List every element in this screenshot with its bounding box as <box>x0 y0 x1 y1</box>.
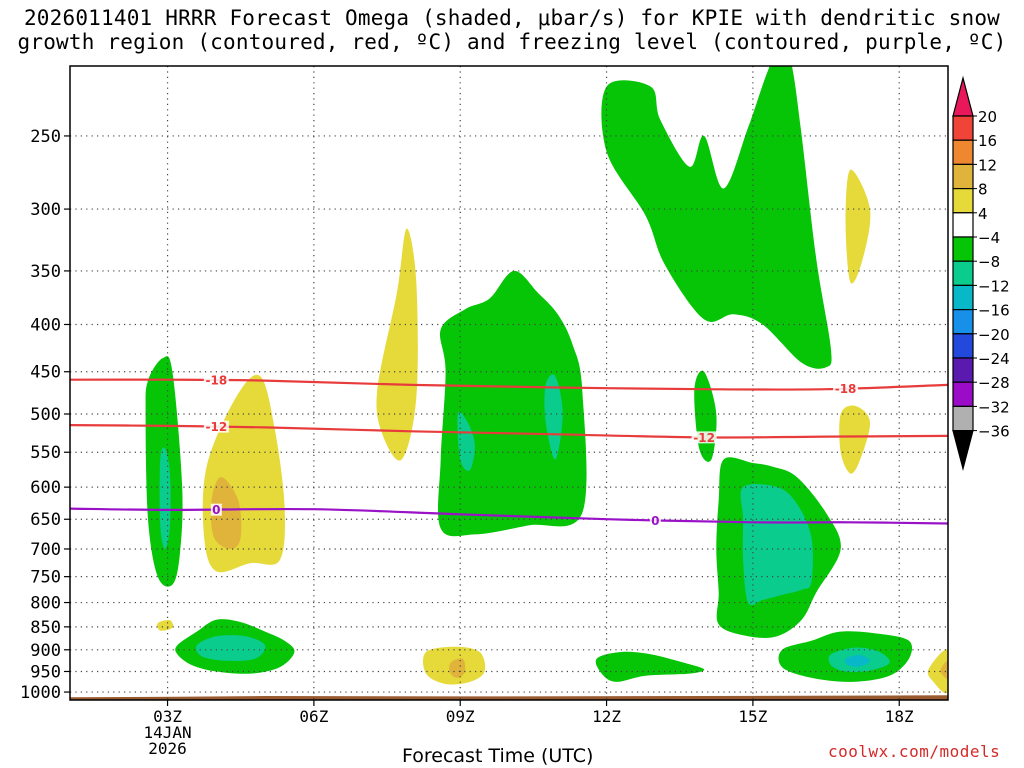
colorbar-label-11: −28 <box>978 374 1010 392</box>
colorbar-segment-2 <box>952 163 974 190</box>
colorbar-label-7: −12 <box>978 277 1010 295</box>
y-tick-label-850: 850 <box>30 618 61 638</box>
colorbar-top-arrow <box>952 75 974 117</box>
y-tick-label-650: 650 <box>30 510 61 530</box>
y-tick-label-300: 300 <box>30 200 61 220</box>
contour-label--18: -18 <box>835 382 857 396</box>
omega-region-2 <box>202 374 285 573</box>
colorbar-label-1: 16 <box>978 132 997 150</box>
colorbar-label-4: 4 <box>978 205 988 223</box>
contour-label-bg-1-1 <box>691 431 717 444</box>
omega-region-10 <box>694 370 717 462</box>
contour-label--18: -18 <box>205 374 227 388</box>
x-tick-label-06Z: 06Z <box>299 707 328 726</box>
contour-label-bg-1-0 <box>203 420 229 433</box>
contour-0 <box>70 507 948 525</box>
omega-region-24 <box>940 660 948 679</box>
source-credit[interactable]: coolwx.com/models <box>828 742 1001 761</box>
plot-clip-group: -18 -18 -12 -12 0 0 <box>70 66 948 700</box>
contour-label--12: -12 <box>205 420 227 434</box>
contour-label-bg-0-1 <box>833 382 859 395</box>
omega-region-13 <box>740 484 813 606</box>
y-tick-label-500: 500 <box>30 405 61 425</box>
y-tick-label-250: 250 <box>30 127 61 147</box>
colorbar: 20 16 12 8 4 −4 −8 −12 −16 −20 −24 −28 −32 −36 <box>952 75 1010 471</box>
colorbar-segment-12 <box>952 405 974 432</box>
omega-region-15 <box>195 635 266 661</box>
y-tick-label-600: 600 <box>30 478 61 498</box>
chart-title-line2: growth region (contoured, red, ºC) and f… <box>17 30 1007 54</box>
contour-label-bg-0-0 <box>203 374 229 387</box>
colorbar-label-0: 20 <box>978 108 997 126</box>
x-tick-label-18Z: 18Z <box>885 707 914 726</box>
x-date-label: 14JAN <box>143 723 191 742</box>
y-tick-label-800: 800 <box>30 594 61 614</box>
colorbar-segment-6 <box>952 260 974 287</box>
colorbar-segment-8 <box>952 309 974 335</box>
omega-region-6 <box>457 411 475 471</box>
y-tick-label-950: 950 <box>30 662 61 682</box>
colorbar-label-10: −24 <box>978 350 1010 368</box>
x-year-label: 2026 <box>148 739 187 758</box>
omega-region-23 <box>927 649 948 694</box>
colorbar-segment-9 <box>952 333 974 359</box>
colorbar-bottom-arrow <box>952 430 974 471</box>
colorbar-label-8: −16 <box>978 302 1010 320</box>
contour-label-bg-2-1 <box>649 514 661 527</box>
colorbar-segment-0 <box>952 115 974 141</box>
x-tick-label-03Z: 03Z <box>153 707 182 726</box>
omega-region-3 <box>210 477 242 549</box>
omega-region-9 <box>845 169 871 284</box>
y-tick-label-1000: 1000 <box>20 683 61 703</box>
colorbar-segment-7 <box>952 284 974 311</box>
plot-frame <box>69 65 949 701</box>
y-tick-label-700: 700 <box>30 540 61 560</box>
contour--18 <box>70 378 948 391</box>
omega-region-4 <box>376 228 418 461</box>
x-tick-label-15Z: 15Z <box>738 707 767 726</box>
colorbar-segment-3 <box>952 188 974 214</box>
y-tick-label-550: 550 <box>30 443 61 463</box>
omega-region-5 <box>437 270 587 537</box>
colorbar-label-12: −32 <box>978 398 1010 416</box>
x-axis-label: Forecast Time (UTC) <box>402 745 594 767</box>
omega-region-22 <box>844 655 870 667</box>
omega-region-19 <box>595 651 705 682</box>
colorbar-segment-5 <box>952 236 974 262</box>
omega-region-18 <box>449 658 466 678</box>
y-tick-label-450: 450 <box>30 363 61 383</box>
omega-region-7 <box>544 374 563 460</box>
contour-label-0: 0 <box>212 503 220 517</box>
contour-label--12: -12 <box>693 431 715 445</box>
y-tick-label-750: 750 <box>30 568 61 588</box>
y-tick-label-350: 350 <box>30 262 61 282</box>
colorbar-segment-10 <box>952 357 974 383</box>
plot-area: -18 -18 -12 -12 0 0 <box>70 66 948 700</box>
colorbar-segment-11 <box>952 381 974 408</box>
omega-region-16 <box>157 620 174 631</box>
colorbar-segment-4 <box>952 212 974 238</box>
chart-title-line1: 2026011401 HRRR Forecast Omega (shaded, … <box>23 6 1001 30</box>
contour-label-bg-2-0 <box>210 503 222 516</box>
omega-region-1 <box>159 447 171 549</box>
colorbar-label-13: −36 <box>978 423 1010 441</box>
terrain-surface <box>70 695 948 700</box>
y-tick-label-900: 900 <box>30 641 61 661</box>
omega-region-8 <box>601 66 832 369</box>
contour--12 <box>70 424 948 439</box>
y-tick-label-400: 400 <box>30 315 61 335</box>
x-tick-label-09Z: 09Z <box>446 707 475 726</box>
colorbar-label-3: 8 <box>978 181 988 199</box>
contour-label-0: 0 <box>651 514 659 528</box>
x-tick-label-12Z: 12Z <box>592 707 621 726</box>
colorbar-label-2: 12 <box>978 156 997 174</box>
colorbar-segment-1 <box>952 139 974 165</box>
axes: 250 300 350 400 450 500 550 600 650 700 750 800 850 9… <box>20 65 949 758</box>
colorbar-label-9: −20 <box>978 326 1010 344</box>
colorbar-label-6: −8 <box>978 253 1000 271</box>
omega-region-11 <box>839 405 871 474</box>
colorbar-label-5: −4 <box>978 229 1000 247</box>
